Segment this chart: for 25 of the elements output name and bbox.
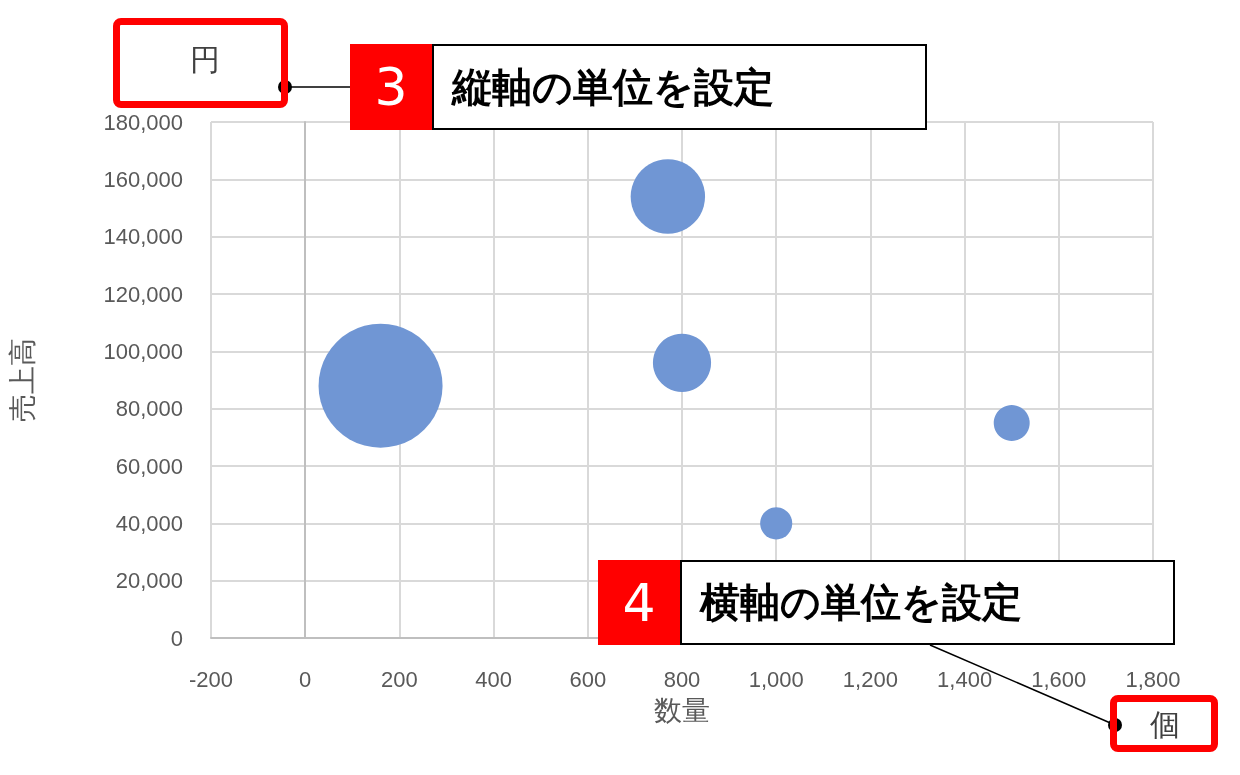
y-tick-label: 160,000 xyxy=(103,166,183,192)
y-tick-label: 140,000 xyxy=(103,224,183,250)
x-tick-label: -200 xyxy=(188,666,234,692)
y-tick-label: 40,000 xyxy=(115,510,183,536)
y-axis-title: 売上高 xyxy=(6,338,38,422)
y-tick-label: 120,000 xyxy=(103,281,183,307)
x-tick-label: 0 xyxy=(299,666,312,692)
y-tick-label: 80,000 xyxy=(115,396,183,422)
x-axis-title: 数量 xyxy=(654,694,710,726)
x-tick-label: 800 xyxy=(663,666,701,692)
x-tick-label: 1,200 xyxy=(842,666,898,692)
y-tick-label: 100,000 xyxy=(103,338,183,364)
x-tick-label: 400 xyxy=(475,666,512,692)
y-tick-label: 0 xyxy=(170,625,183,651)
x-tick-label: 1,000 xyxy=(748,666,804,692)
y-tick-label: 180,000 xyxy=(103,109,183,135)
x-tick-label: 1,600 xyxy=(1031,666,1087,692)
text: 個 xyxy=(1149,705,1181,744)
y-tick-label: 20,000 xyxy=(115,568,183,594)
x-tick-label: 1,400 xyxy=(937,666,993,692)
x-tick-label: 200 xyxy=(381,666,418,692)
y-tick-label: 60,000 xyxy=(115,453,183,479)
x-tick-label: 600 xyxy=(569,666,607,692)
text: 円 xyxy=(189,40,221,79)
x-tick-label: 1,800 xyxy=(1125,666,1181,692)
